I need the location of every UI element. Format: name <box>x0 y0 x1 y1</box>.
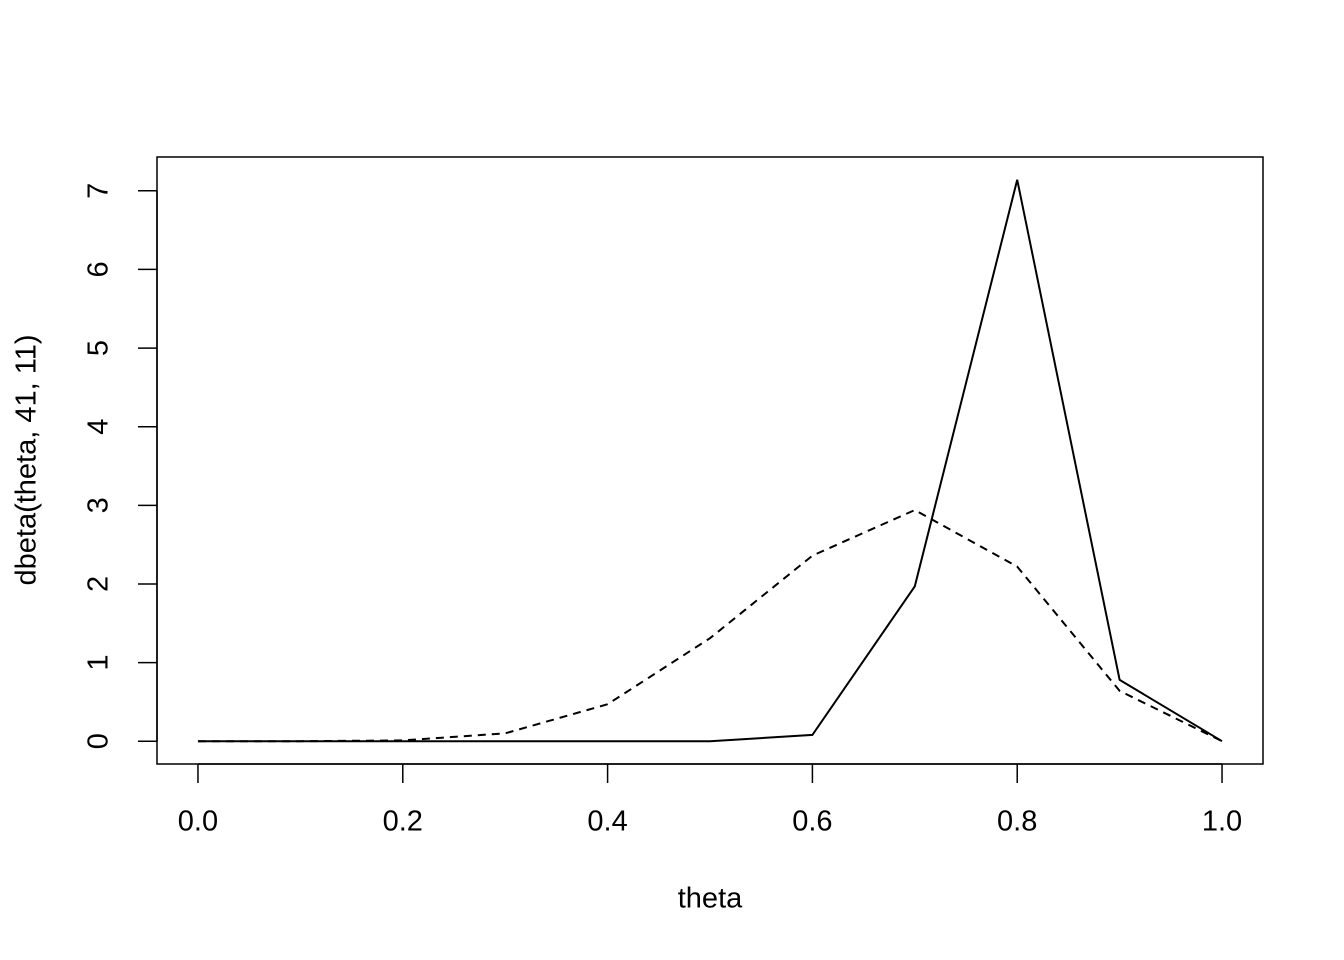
data-line <box>197 179 1223 743</box>
x-tick-label: 1.0 <box>1202 806 1242 838</box>
y-tick-label: 0 <box>83 733 115 749</box>
y-tick-label: 4 <box>83 419 115 435</box>
y-tick-label: 6 <box>83 261 115 277</box>
data-line <box>197 508 1223 743</box>
x-tick-label: 0.4 <box>587 806 627 838</box>
x-tick-label: 0.8 <box>997 806 1037 838</box>
y-tick-label: 7 <box>83 183 115 199</box>
y-tick-label: 2 <box>83 576 115 592</box>
x-tick-label: 0.2 <box>383 806 423 838</box>
y-tick-label: 3 <box>83 497 115 513</box>
y-tick-label: 1 <box>83 655 115 671</box>
y-tick-label: 5 <box>83 340 115 356</box>
plot-box <box>156 156 1264 765</box>
y-axis-label: dbeta(theta, 41, 11) <box>11 335 43 586</box>
x-tick-label: 0.6 <box>792 806 832 838</box>
x-tick-label: 0.0 <box>178 806 218 838</box>
x-axis-label: theta <box>678 883 743 915</box>
